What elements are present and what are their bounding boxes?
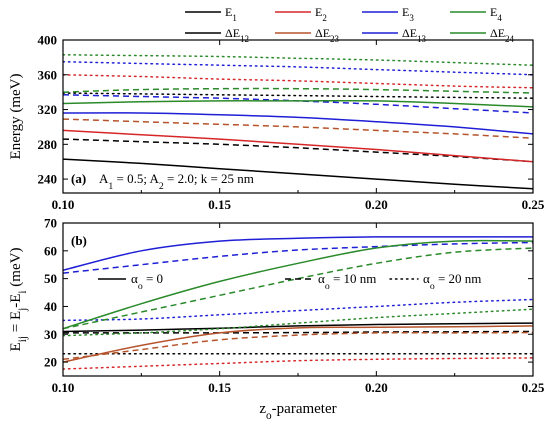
series-line-1-11 <box>63 308 533 337</box>
legend-label-0: E1 <box>225 5 237 23</box>
y-tick-label-1-3: 50 <box>44 271 57 286</box>
y-tick-label-0-0: 240 <box>38 172 58 187</box>
y-tick-label-1-2: 40 <box>44 299 57 314</box>
series-line-1-8 <box>63 298 533 322</box>
series-line-1-0 <box>63 322 533 333</box>
series-line-1-7 <box>63 241 533 274</box>
y-tick-label-0-3: 360 <box>38 67 58 82</box>
panel-label-0: (a) <box>71 171 86 186</box>
series-line-0-5 <box>63 74 533 89</box>
x-tick-label-1-1: 0.15 <box>208 380 231 395</box>
legend-label-5: ΔE23 <box>315 26 340 44</box>
series-line-1-1 <box>63 330 533 334</box>
x-tick-label-0-2: 0.20 <box>365 197 388 212</box>
y-axis-label-b: Eij = Ej-Ei (meV) <box>8 248 29 352</box>
series-line-1-5 <box>63 357 533 370</box>
legend-label-4: ΔE12 <box>225 26 249 44</box>
legend-label-7: ΔE24 <box>490 26 515 44</box>
series-line-0-8 <box>63 60 533 76</box>
x-tick-label-0-3: 0.25 <box>522 197 545 212</box>
y-axis-label-a: Energy (meV) <box>8 74 24 160</box>
series-line-1-4 <box>63 331 533 361</box>
plot-frame-1 <box>62 222 534 377</box>
panel-b: 0.10 0.15 0.20 0.25 20 30 40 50 60 70 (b) Eij = Ej-… <box>8 216 545 396</box>
style-legend-label-2: αo = 20 nm <box>423 271 481 292</box>
parameter-annotation: A1 = 0.5; A2 = 2.0; k = 25 nm <box>99 171 254 192</box>
legend-label-6: ΔE13 <box>402 26 427 44</box>
y-tick-label-1-5: 70 <box>44 216 57 231</box>
x-tick-label-0-1: 0.15 <box>208 197 231 212</box>
series-line-0-4 <box>63 118 533 139</box>
x-tick-label-1-0: 0.10 <box>52 380 75 395</box>
y-tick-label-1-4: 60 <box>44 243 57 258</box>
series-line-1-9 <box>63 239 533 330</box>
series-line-1-6 <box>63 236 533 272</box>
y-tick-label-0-2: 320 <box>38 102 58 117</box>
x-axis-label: zo-parameter <box>259 401 336 421</box>
series-line-0-3 <box>63 129 533 163</box>
series-line-0-11 <box>63 54 533 66</box>
style-legend-label-1: αo = 10 nm <box>318 271 376 292</box>
series-line-1-10 <box>63 247 533 330</box>
y-tick-label-0-1: 280 <box>38 137 58 152</box>
y-tick-label-1-0: 20 <box>44 355 57 370</box>
legend-label-2: E3 <box>402 5 414 23</box>
series-line-0-9 <box>63 99 533 108</box>
legend-label-1: E2 <box>315 5 327 23</box>
series-line-0-1 <box>63 138 533 163</box>
panel-label-1: (b) <box>71 233 87 248</box>
y-tick-label-0-4: 400 <box>38 33 58 48</box>
y-tick-label-1-1: 30 <box>44 327 57 342</box>
panel-a: 0.10 0.15 0.20 0.25 240 280 320 360 400 (a) A1 = 0… <box>8 33 545 213</box>
series-line-1-3 <box>63 325 533 363</box>
series-line-0-0 <box>63 158 533 190</box>
x-tick-label-1-3: 0.25 <box>522 380 545 395</box>
style-legend-label-0: αo = 0 <box>131 271 163 292</box>
series-line-0-2 <box>63 92 533 99</box>
x-tick-label-1-2: 0.20 <box>365 380 388 395</box>
series-line-0-10 <box>63 87 533 94</box>
legend-label-3: E4 <box>490 5 502 23</box>
x-tick-label-0-0: 0.10 <box>52 197 75 212</box>
series-line-0-6 <box>63 112 533 135</box>
